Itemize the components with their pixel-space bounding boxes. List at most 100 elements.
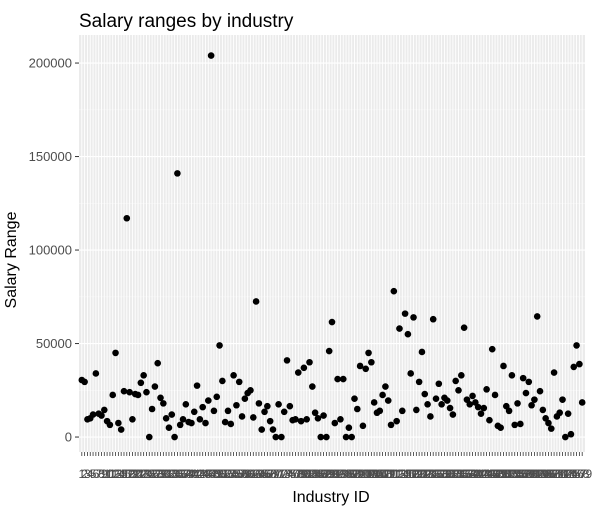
data-point: [449, 411, 457, 418]
x-tick-label: 178: [569, 467, 589, 481]
x-tick-label: 89: [323, 467, 337, 481]
data-point: [151, 383, 159, 390]
data-point: [162, 415, 170, 422]
data-point: [219, 377, 226, 385]
x-tick-label: 146: [479, 467, 499, 481]
x-tick-label: 162: [524, 467, 544, 481]
x-tick-label: 30: [157, 467, 171, 481]
data-point: [230, 372, 237, 379]
data-point: [390, 287, 398, 295]
x-tick-label: 119: [404, 467, 423, 481]
x-tick-label: 44: [196, 467, 210, 481]
x-tick-label: 97: [345, 467, 359, 481]
x-tick-label: 24: [140, 467, 154, 481]
x-tick-label: 112: [384, 467, 403, 481]
x-tick-label: 60: [241, 467, 255, 481]
x-tick-label: 78: [292, 467, 306, 481]
data-point: [407, 370, 415, 377]
x-tick-label: 22: [134, 467, 148, 481]
data-point: [249, 414, 257, 421]
x-tick-label: 142: [468, 467, 488, 481]
x-tick-label: 51: [216, 467, 230, 481]
x-tick-label: 29: [154, 467, 168, 481]
data-point: [205, 397, 212, 404]
data-point: [486, 416, 493, 424]
x-tick-label: 71: [272, 467, 286, 481]
x-tick-label: 134: [446, 467, 466, 481]
x-tick-label: 64: [252, 467, 266, 481]
x-tick-label: 52: [218, 467, 232, 481]
x-tick-label: 47: [204, 467, 218, 481]
x-tick-label: 50: [213, 467, 227, 481]
data-point: [413, 406, 420, 414]
data-point: [337, 415, 344, 423]
x-tick-label: 80: [297, 467, 311, 481]
x-tick-label: 16: [117, 467, 131, 481]
data-point: [511, 421, 519, 429]
data-point: [235, 378, 243, 386]
x-tick-label: 96: [342, 467, 356, 481]
data-point: [266, 417, 274, 425]
x-tick-label: 5: [90, 467, 97, 481]
data-point: [98, 412, 105, 419]
x-tick-label: 161: [522, 467, 542, 481]
x-tick-label: 77: [289, 467, 303, 481]
x-tick-label: 43: [193, 467, 207, 481]
data-point: [536, 387, 544, 395]
data-point: [497, 424, 504, 431]
data-point: [275, 401, 282, 408]
x-tick-label: 79: [294, 467, 308, 481]
data-point: [393, 417, 400, 425]
x-tick-label: 84: [308, 467, 322, 481]
x-tick-label: 56: [230, 467, 244, 481]
x-tick-label: 15: [114, 467, 128, 481]
x-tick-label: 171: [550, 467, 570, 481]
x-tick-label: 90: [325, 467, 339, 481]
x-tick-label: 17: [120, 467, 134, 481]
data-point: [522, 389, 530, 397]
x-tick-label: 87: [317, 467, 331, 481]
x-tick-label: 172: [552, 467, 572, 481]
data-point: [123, 214, 131, 222]
data-point: [466, 401, 474, 408]
x-tick-label: 116: [396, 467, 415, 481]
x-tick-label: 129: [432, 467, 452, 481]
data-point: [410, 314, 417, 321]
x-tick-label: 149: [488, 467, 508, 481]
data-point: [227, 420, 235, 428]
x-tick-label: 45: [199, 467, 213, 481]
data-point: [272, 433, 280, 441]
x-tick-label: 121: [409, 467, 429, 481]
data-point: [427, 413, 434, 420]
x-tick-label: 19: [126, 467, 140, 481]
x-tick-label: 18: [123, 467, 137, 481]
x-tick-label: 93: [334, 467, 348, 481]
data-point: [120, 387, 128, 395]
x-tick-label: 6: [93, 467, 100, 481]
data-point: [376, 407, 384, 415]
x-tick-label: 137: [454, 467, 474, 481]
y-axis-ticks: 0 50000 100000 150000 200000: [29, 56, 79, 445]
x-tick-label: 69: [266, 467, 280, 481]
x-tick-label: 88: [320, 467, 334, 481]
data-point: [418, 348, 426, 356]
data-point: [435, 380, 443, 388]
x-tick-label: 147: [482, 467, 502, 481]
data-point: [573, 342, 580, 349]
data-point: [292, 415, 299, 423]
data-point: [401, 310, 409, 317]
data-point: [567, 430, 575, 438]
data-point: [348, 433, 355, 441]
y-tick-label: 150000: [29, 149, 72, 164]
x-tick-label: 151: [493, 467, 513, 481]
x-tick-label: 37: [176, 467, 190, 481]
x-tick-label: 1: [78, 467, 85, 481]
data-point: [320, 412, 327, 419]
data-point: [576, 360, 583, 368]
x-tick-label: 59: [238, 467, 252, 481]
x-tick-label: 14: [112, 467, 126, 481]
data-point: [359, 422, 367, 430]
x-tick-label: 95: [339, 467, 353, 481]
x-tick-label: 144: [474, 467, 494, 481]
x-tick-label: 153: [499, 467, 519, 481]
